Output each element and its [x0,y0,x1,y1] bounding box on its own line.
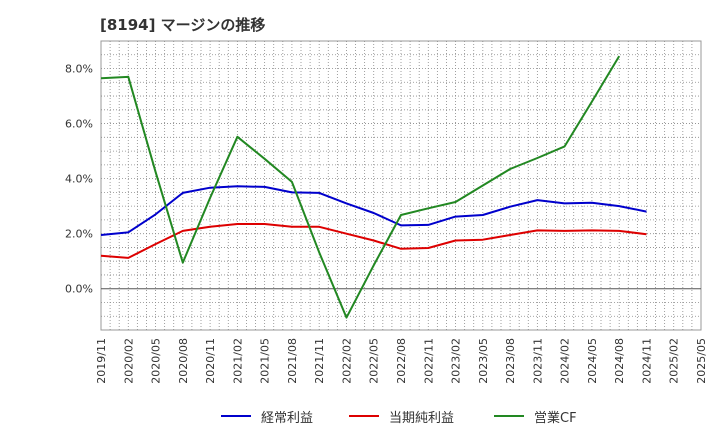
y-axis-ticks: 0.0% 2.0% 4.0% 6.0% 8.0% [65,63,93,296]
series-line [100,223,647,259]
x-tick-label: 2023/08 [504,338,517,384]
x-tick-label: 2022/05 [368,338,381,384]
x-tick-label: 2021/05 [259,338,272,384]
legend-item-ordinary-profit: 経常利益 [221,406,313,426]
y-tick-label: 4.0% [65,173,93,186]
y-tick-label: 8.0% [65,63,93,76]
legend-item-operating-cf: 営業CF [494,406,577,426]
x-tick-label: 2021/11 [313,338,326,384]
legend-swatch [221,415,251,417]
x-axis-ticks: 2019/11 2020/02 2020/05 2020/08 2020/11 2021/… [95,338,708,384]
x-tick-label: 2024/05 [586,338,599,384]
y-tick-label: 2.0% [65,228,93,241]
x-tick-label: 2024/11 [640,338,653,384]
series-line [100,55,621,319]
legend-label: 経常利益 [261,410,314,426]
series-lines [100,55,647,319]
chart-title: [8194] マージンの推移 [100,16,266,34]
x-tick-label: 2020/02 [122,338,135,384]
x-tick-label: 2021/02 [231,338,244,384]
y-tick-label: 0.0% [65,283,93,296]
series-line [100,185,647,236]
x-tick-label: 2020/05 [150,338,163,384]
legend-swatch [494,415,524,417]
x-tick-label: 2023/11 [531,338,544,384]
legend: 経常利益 当期純利益 営業CF [0,406,720,426]
legend-item-net-profit: 当期純利益 [349,406,454,426]
x-tick-label: 2024/08 [613,338,626,384]
x-tick-label: 2024/02 [559,338,572,384]
legend-label: 当期純利益 [389,410,455,426]
legend-swatch [349,415,379,417]
x-tick-label: 2020/11 [204,338,217,384]
x-tick-label: 2022/11 [422,338,435,384]
x-tick-label: 2022/08 [395,338,408,384]
x-tick-label: 2023/02 [450,338,463,384]
x-tick-label: 2022/02 [340,338,353,384]
x-tick-label: 2023/05 [477,338,490,384]
legend-label: 営業CF [534,410,577,426]
y-tick-label: 6.0% [65,118,93,131]
grid [100,40,702,331]
x-tick-label: 2025/02 [668,338,681,384]
x-tick-label: 2021/08 [286,338,299,384]
x-tick-label: 2019/11 [95,338,108,384]
x-tick-label: 2020/08 [177,338,190,384]
x-tick-label: 2025/05 [695,338,708,384]
